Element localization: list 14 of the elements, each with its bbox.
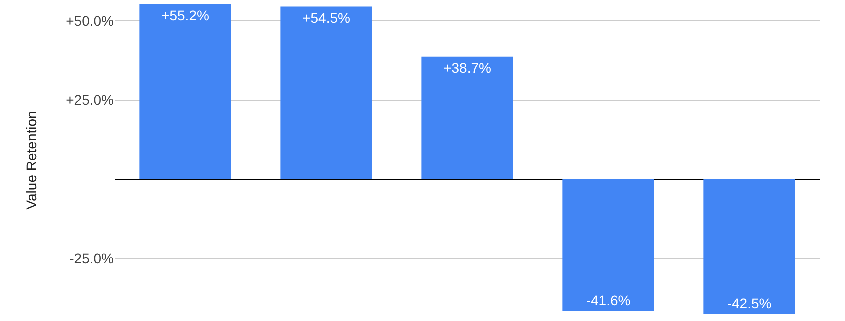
y-tick-label: +25.0% [66, 92, 114, 108]
data-label: +55.2% [162, 8, 210, 24]
bar [562, 180, 654, 312]
bar [140, 4, 232, 180]
data-label: -42.5% [727, 295, 772, 312]
data-label: -41.6% [586, 292, 631, 308]
y-tick-label: -25.0% [70, 250, 114, 267]
data-label: +38.7% [444, 60, 492, 76]
bar [280, 6, 372, 180]
y-axis-title: Value Retention [24, 111, 40, 210]
bar [704, 180, 796, 314]
y-tick-label: +50.0% [66, 12, 114, 29]
bar [422, 56, 514, 180]
data-label: +54.5% [302, 10, 350, 26]
